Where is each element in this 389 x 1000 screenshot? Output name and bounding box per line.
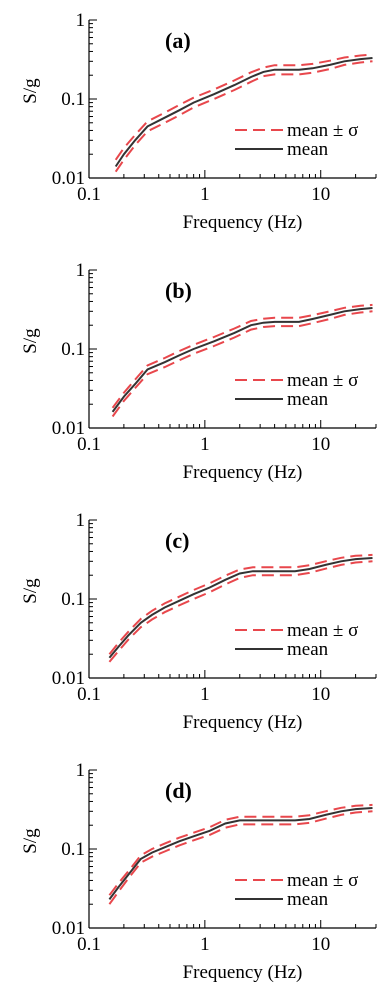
x-tick-label: 10 xyxy=(311,684,330,705)
series-mean xyxy=(108,807,373,900)
series-mean xyxy=(114,57,373,168)
y-tick-label: 0.1 xyxy=(61,339,85,360)
x-tick-label: 10 xyxy=(311,934,330,955)
panel-label: (c) xyxy=(165,528,189,553)
x-axis-title: Frequency (Hz) xyxy=(183,462,303,483)
legend-label-mean-sigma: mean ± σ xyxy=(287,870,358,891)
y-axis-title: S/g xyxy=(20,828,41,854)
series-mean-minus-sigma xyxy=(108,810,373,905)
x-tick-label: 1 xyxy=(200,434,210,455)
x-tick-label: 0.1 xyxy=(77,934,101,955)
y-axis-title: S/g xyxy=(20,78,41,104)
series-mean-minus-sigma xyxy=(114,60,373,173)
y-tick-label: 0.01 xyxy=(52,918,85,939)
series-mean-plus-sigma xyxy=(108,803,373,896)
y-tick-label: 0.01 xyxy=(52,168,85,189)
y-tick-label: 0.01 xyxy=(52,418,85,439)
y-tick-label: 0.1 xyxy=(61,589,85,610)
legend-label-mean: mean xyxy=(287,139,329,160)
y-tick-label: 0.1 xyxy=(61,839,85,860)
series-mean-plus-sigma xyxy=(111,303,373,409)
x-tick-label: 1 xyxy=(200,684,210,705)
y-tick-label: 0.1 xyxy=(61,89,85,110)
x-tick-label: 10 xyxy=(311,434,330,455)
series-mean xyxy=(108,557,373,659)
x-tick-label: 0.1 xyxy=(77,434,101,455)
series-mean-minus-sigma xyxy=(108,560,373,663)
panel-label: (b) xyxy=(165,278,192,303)
legend-label-mean: mean xyxy=(287,889,329,910)
x-axis-title: Frequency (Hz) xyxy=(183,712,303,733)
x-axis-title: Frequency (Hz) xyxy=(183,962,303,983)
y-axis-title: S/g xyxy=(20,328,41,354)
legend-label-mean-sigma: mean ± σ xyxy=(287,620,358,641)
legend-label-mean: mean xyxy=(287,389,329,410)
x-tick-label: 1 xyxy=(200,184,210,205)
series-mean xyxy=(111,307,373,413)
panel-label: (a) xyxy=(165,28,191,53)
series-mean-plus-sigma xyxy=(108,553,373,655)
x-tick-label: 10 xyxy=(311,184,330,205)
x-axis-title: Frequency (Hz) xyxy=(183,212,303,233)
y-tick-label: 1 xyxy=(76,260,86,281)
y-axis-title: S/g xyxy=(20,578,41,604)
y-tick-label: 1 xyxy=(76,760,86,781)
series-mean-plus-sigma xyxy=(114,53,373,161)
y-tick-label: 0.01 xyxy=(52,668,85,689)
x-tick-label: 0.1 xyxy=(77,184,101,205)
series-mean-minus-sigma xyxy=(111,310,373,418)
legend-label-mean: mean xyxy=(287,639,329,660)
y-tick-label: 1 xyxy=(76,10,86,31)
panel-label: (d) xyxy=(165,778,192,803)
y-tick-label: 1 xyxy=(76,510,86,531)
x-tick-label: 1 xyxy=(200,934,210,955)
x-tick-label: 0.1 xyxy=(77,684,101,705)
legend-label-mean-sigma: mean ± σ xyxy=(287,370,358,391)
legend-label-mean-sigma: mean ± σ xyxy=(287,120,358,141)
